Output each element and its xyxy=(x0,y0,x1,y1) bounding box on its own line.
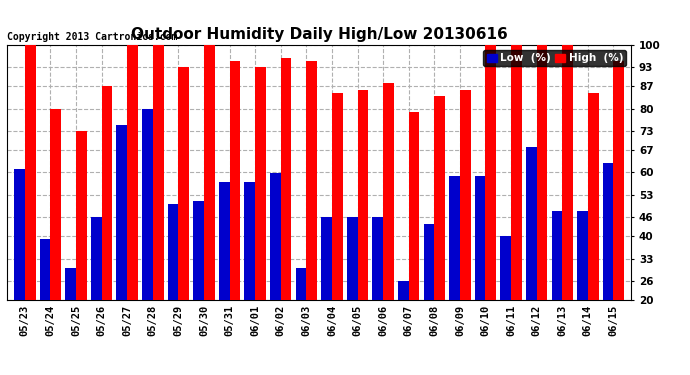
Bar xyxy=(152,45,164,300)
Bar xyxy=(562,45,573,300)
Bar xyxy=(357,90,368,300)
Bar xyxy=(142,109,152,300)
Bar xyxy=(306,61,317,300)
Bar xyxy=(281,58,291,300)
Bar xyxy=(204,45,215,300)
Legend: Low  (%), High  (%): Low (%), High (%) xyxy=(484,50,626,66)
Bar xyxy=(424,224,434,300)
Bar xyxy=(117,124,127,300)
Bar xyxy=(25,45,36,300)
Bar xyxy=(91,217,101,300)
Bar xyxy=(613,61,624,300)
Bar xyxy=(537,45,547,300)
Bar xyxy=(511,45,522,300)
Bar xyxy=(383,83,394,300)
Bar xyxy=(373,217,383,300)
Bar xyxy=(602,163,613,300)
Bar xyxy=(244,182,255,300)
Bar xyxy=(295,268,306,300)
Bar xyxy=(398,281,408,300)
Bar xyxy=(230,61,240,300)
Bar xyxy=(551,211,562,300)
Bar xyxy=(219,182,230,300)
Bar xyxy=(76,131,87,300)
Bar xyxy=(168,204,179,300)
Bar xyxy=(321,217,332,300)
Bar xyxy=(127,45,138,300)
Bar xyxy=(66,268,76,300)
Bar xyxy=(500,236,511,300)
Bar xyxy=(255,68,266,300)
Text: Copyright 2013 Cartronics.com: Copyright 2013 Cartronics.com xyxy=(7,32,177,42)
Bar xyxy=(449,176,460,300)
Bar xyxy=(14,169,25,300)
Bar xyxy=(475,176,486,300)
Bar xyxy=(577,211,588,300)
Bar xyxy=(101,87,112,300)
Bar xyxy=(347,217,357,300)
Bar xyxy=(408,112,420,300)
Bar xyxy=(526,147,537,300)
Bar xyxy=(434,96,445,300)
Bar xyxy=(588,93,599,300)
Title: Outdoor Humidity Daily High/Low 20130616: Outdoor Humidity Daily High/Low 20130616 xyxy=(130,27,508,42)
Bar xyxy=(50,109,61,300)
Bar xyxy=(39,239,50,300)
Bar xyxy=(179,68,189,300)
Bar xyxy=(486,45,496,300)
Bar xyxy=(270,172,281,300)
Bar xyxy=(332,93,343,300)
Bar xyxy=(193,201,204,300)
Bar xyxy=(460,90,471,300)
